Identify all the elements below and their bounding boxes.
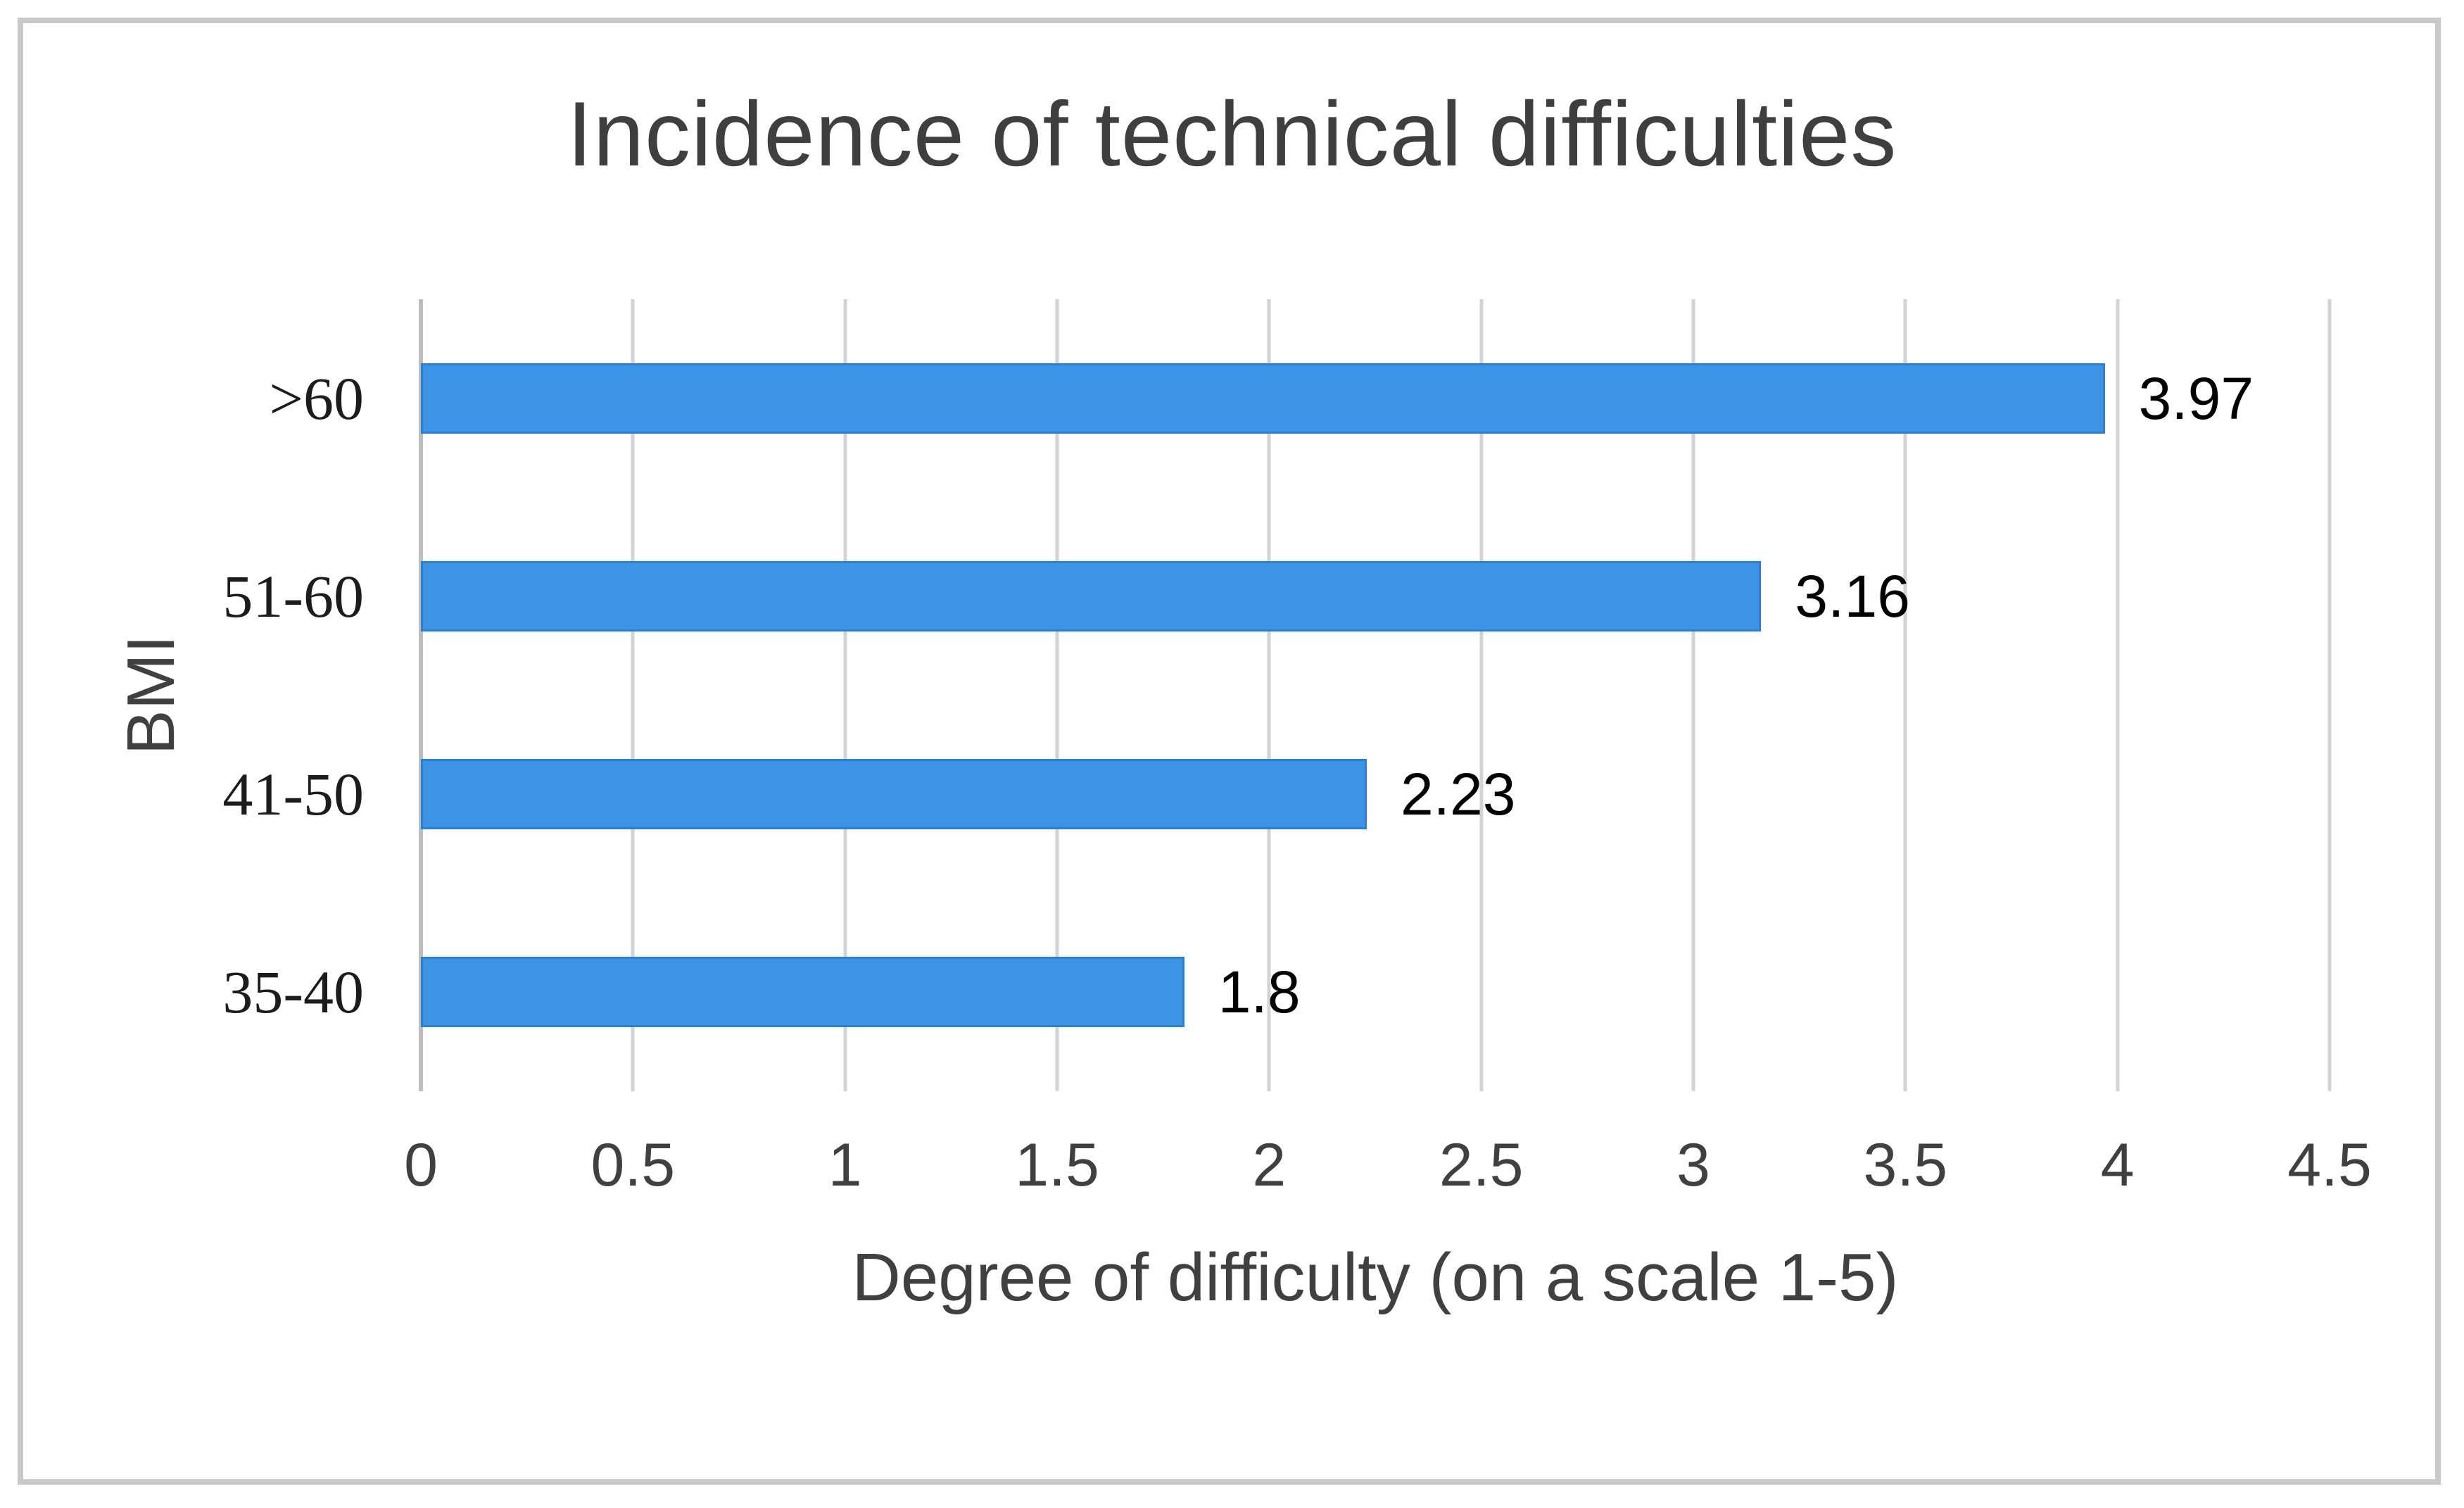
- category-band: 3.16: [421, 497, 2330, 695]
- gridline: [1479, 299, 1484, 1091]
- bar: [421, 759, 1367, 830]
- bar: [421, 560, 1762, 632]
- y-axis-title: BMI: [113, 634, 189, 755]
- gridline: [1691, 299, 1695, 1091]
- x-axis-title: Degree of difficulty (on a scale 1-5): [852, 1240, 1899, 1315]
- category-band: 3.97: [421, 299, 2330, 497]
- gridline: [2116, 299, 2120, 1091]
- gridline: [843, 299, 847, 1091]
- y-axis-category-label: 51-60: [222, 562, 364, 630]
- x-axis-tick-label: 3: [1676, 1131, 1710, 1199]
- x-axis-tick-label: 2: [1252, 1131, 1287, 1199]
- x-axis-tick-label: 1.5: [1015, 1131, 1099, 1199]
- gridline: [2327, 299, 2332, 1091]
- x-axis-tick-label: 0.5: [590, 1131, 676, 1199]
- gridline: [631, 299, 635, 1091]
- chart-title: Incidence of technical difficulties: [567, 82, 1897, 185]
- x-axis-tick-label: 4: [2100, 1131, 2135, 1199]
- y-axis-line: [419, 299, 423, 1091]
- bar: [421, 957, 1184, 1028]
- gridline: [1055, 299, 1059, 1091]
- gridline: [1903, 299, 1907, 1091]
- data-label: 1.8: [1218, 959, 1301, 1026]
- y-axis-category-label: >60: [269, 364, 364, 432]
- x-axis-tick-label: 0: [404, 1131, 438, 1199]
- gridline: [1267, 299, 1271, 1091]
- y-axis-category-label: 35-40: [222, 958, 364, 1026]
- data-label: 2.23: [1400, 761, 1516, 828]
- x-axis-tick-label: 4.5: [2287, 1131, 2372, 1199]
- data-label: 3.97: [2138, 365, 2254, 432]
- data-label: 3.16: [1795, 563, 1910, 629]
- x-axis-tick-label: 3.5: [1863, 1131, 1948, 1199]
- bar: [421, 363, 2105, 434]
- y-axis-category-label: 41-50: [222, 760, 364, 829]
- category-band: 1.8: [421, 893, 2330, 1091]
- category-band: 2.23: [421, 696, 2330, 893]
- x-axis-tick-label: 2.5: [1439, 1131, 1524, 1199]
- x-axis-tick-label: 1: [828, 1131, 862, 1199]
- plot-area: 3.97 3.16 2.23 1.8: [419, 299, 2332, 1091]
- figure-border: [18, 18, 2441, 1485]
